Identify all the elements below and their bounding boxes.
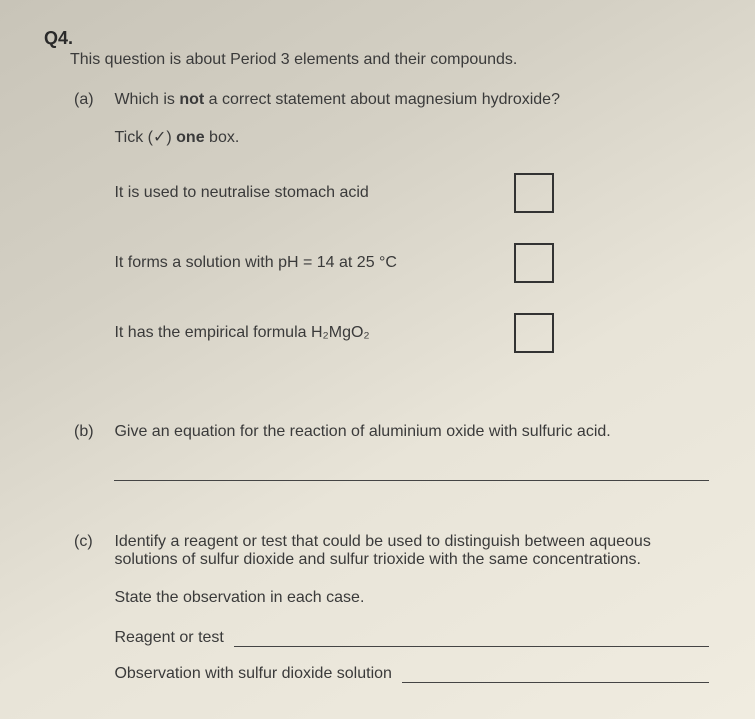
part-a-question: Which is not a correct statement about m… [114, 91, 709, 109]
option-2-checkbox[interactable] [514, 243, 554, 283]
part-c: (c) Identify a reagent or test that coul… [74, 533, 711, 701]
instr-prefix: Tick (✓) [114, 129, 176, 146]
part-c-body: Identify a reagent or test that could be… [114, 533, 709, 701]
instr-suffix: box. [205, 129, 240, 146]
obs-so2-answer-line[interactable] [402, 665, 710, 683]
qa-bold: not [179, 91, 204, 108]
qa-prefix: Which is [114, 91, 179, 108]
option-3-checkbox[interactable] [514, 313, 554, 353]
question-number: Q4. [44, 28, 711, 49]
reagent-label: Reagent or test [114, 629, 223, 647]
option-row-2: It forms a solution with pH = 14 at 25 °… [114, 243, 554, 283]
part-c-state: State the observation in each case. [114, 589, 709, 607]
reagent-answer-line[interactable] [234, 629, 710, 647]
qa-suffix: a correct statement about magnesium hydr… [204, 91, 560, 108]
part-b-answer-line[interactable] [114, 455, 709, 481]
obs-so2-field: Observation with sulfur dioxide solution [114, 665, 709, 683]
part-c-question: Identify a reagent or test that could be… [114, 533, 709, 569]
part-a-label: (a) [74, 91, 110, 109]
part-b: (b) Give an equation for the reaction of… [74, 423, 711, 489]
part-b-body: Give an equation for the reaction of alu… [114, 423, 709, 489]
part-a-body: Which is not a correct statement about m… [114, 91, 709, 383]
exam-page: Q4. This question is about Period 3 elem… [0, 0, 755, 701]
question-intro: This question is about Period 3 elements… [70, 51, 711, 69]
option-1-label: It is used to neutralise stomach acid [114, 184, 514, 202]
part-b-question: Give an equation for the reaction of alu… [114, 423, 709, 441]
reagent-field: Reagent or test [114, 629, 709, 647]
option-3-label: It has the empirical formula H₂MgO₂ [114, 324, 514, 342]
option-2-label: It forms a solution with pH = 14 at 25 °… [114, 254, 514, 272]
option-row-1: It is used to neutralise stomach acid [114, 173, 554, 213]
part-a-instruction: Tick (✓) one box. [114, 127, 709, 147]
part-b-label: (b) [74, 423, 110, 441]
instr-bold: one [176, 129, 204, 146]
obs-so2-label: Observation with sulfur dioxide solution [114, 665, 391, 683]
part-c-label: (c) [74, 533, 110, 551]
option-row-3: It has the empirical formula H₂MgO₂ [114, 313, 554, 353]
option-1-checkbox[interactable] [514, 173, 554, 213]
part-a: (a) Which is not a correct statement abo… [74, 91, 711, 383]
